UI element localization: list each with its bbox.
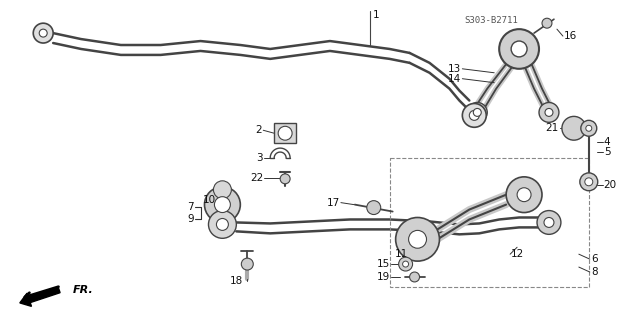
Text: 4: 4 <box>604 137 610 147</box>
Text: 1: 1 <box>373 10 379 20</box>
Text: 7: 7 <box>187 202 194 212</box>
Text: FR.: FR. <box>73 285 94 295</box>
Circle shape <box>539 102 559 122</box>
Circle shape <box>463 103 487 127</box>
Circle shape <box>39 29 47 37</box>
Text: 13: 13 <box>448 64 461 74</box>
Text: 17: 17 <box>327 198 340 208</box>
Circle shape <box>581 120 597 136</box>
Circle shape <box>586 125 592 131</box>
Circle shape <box>537 211 561 234</box>
Circle shape <box>562 116 586 140</box>
Text: 18: 18 <box>230 276 243 286</box>
Text: 12: 12 <box>511 249 524 259</box>
Circle shape <box>33 23 53 43</box>
Circle shape <box>280 174 290 184</box>
Circle shape <box>410 272 420 282</box>
Circle shape <box>215 197 230 212</box>
Circle shape <box>542 18 552 28</box>
Text: 19: 19 <box>377 272 390 282</box>
Text: 5: 5 <box>604 147 610 157</box>
Text: 21: 21 <box>546 123 559 133</box>
Text: 8: 8 <box>591 267 598 277</box>
Circle shape <box>241 258 253 270</box>
Bar <box>274 123 296 143</box>
Circle shape <box>396 218 439 261</box>
Circle shape <box>580 173 598 191</box>
Circle shape <box>403 261 409 267</box>
Circle shape <box>399 257 413 271</box>
Text: 2: 2 <box>256 125 262 135</box>
Text: 16: 16 <box>564 31 577 41</box>
Text: S303-B2711: S303-B2711 <box>464 16 518 25</box>
Circle shape <box>208 211 237 238</box>
Circle shape <box>473 108 481 116</box>
Text: 15: 15 <box>377 259 390 269</box>
Circle shape <box>517 188 531 202</box>
Circle shape <box>216 219 228 230</box>
Circle shape <box>204 187 240 222</box>
Text: 10: 10 <box>203 195 215 205</box>
Circle shape <box>544 218 554 228</box>
FancyArrowPatch shape <box>25 287 59 298</box>
Text: 14: 14 <box>448 74 461 84</box>
Text: 3: 3 <box>257 153 263 163</box>
Text: 20: 20 <box>604 180 617 190</box>
Text: 6: 6 <box>591 254 598 264</box>
Circle shape <box>585 178 593 186</box>
Circle shape <box>409 230 427 248</box>
Circle shape <box>506 177 542 212</box>
Circle shape <box>469 110 480 120</box>
Circle shape <box>468 102 487 122</box>
Circle shape <box>545 108 553 116</box>
Circle shape <box>511 41 527 57</box>
FancyArrow shape <box>20 287 60 306</box>
Circle shape <box>213 181 232 199</box>
Text: 22: 22 <box>250 173 263 183</box>
Circle shape <box>367 201 380 214</box>
Circle shape <box>499 29 539 69</box>
Text: 11: 11 <box>394 249 408 259</box>
Bar <box>390 158 589 287</box>
Text: 9: 9 <box>187 214 194 224</box>
Circle shape <box>278 126 292 140</box>
